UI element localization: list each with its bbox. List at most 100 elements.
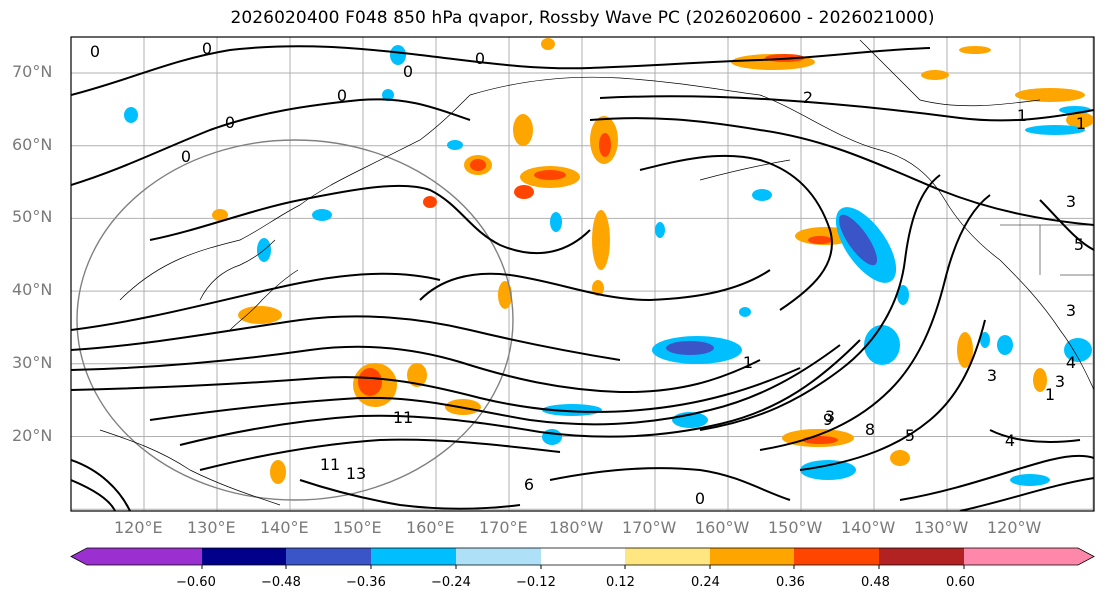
lon-label: 130°W <box>914 518 969 537</box>
anomaly-blob <box>513 114 533 146</box>
anomaly-blob <box>1066 112 1094 128</box>
map-frame <box>70 36 1095 512</box>
contour-label: 1 <box>743 353 753 372</box>
colorbar-tick-label: −0.60 <box>176 575 216 590</box>
lon-label: 150°W <box>768 518 823 537</box>
anomaly-blob <box>800 460 856 480</box>
contour-label: 0 <box>202 39 212 58</box>
colorbar <box>70 547 1095 569</box>
anomaly-blob <box>550 212 562 232</box>
anomaly-blob <box>666 341 714 355</box>
lon-label: 160°W <box>695 518 750 537</box>
anomaly-blob <box>752 189 772 201</box>
lon-label: 130°E <box>187 518 236 537</box>
anomaly-blob <box>541 38 555 50</box>
lat-label: 60°N <box>12 135 53 154</box>
contour-label: 0 <box>90 42 100 61</box>
contour-label: 11 <box>393 408 413 427</box>
colorbar-segment <box>964 548 1079 565</box>
colorbar-tick-label: −0.36 <box>346 575 386 590</box>
colorbar-segment <box>794 548 880 565</box>
anomaly-blob <box>921 70 949 80</box>
contour-label: 4 <box>1005 431 1015 450</box>
contour-label: 1 <box>1076 114 1086 133</box>
reference-circle <box>76 139 514 501</box>
anomaly-blob <box>212 209 228 221</box>
colorbar-segment <box>456 548 542 565</box>
contour-label: 1 <box>1045 385 1055 404</box>
lon-label: 140°W <box>841 518 896 537</box>
anomaly-blob <box>1033 368 1047 392</box>
colorbar-segment <box>286 548 372 565</box>
contour-label: 11 <box>320 455 340 474</box>
contour-lines <box>71 45 1094 511</box>
anomaly-blob <box>1015 88 1085 102</box>
anomaly-blob <box>542 429 562 445</box>
contour-label: 3 <box>825 407 835 426</box>
contour-label: 0 <box>337 86 347 105</box>
colorbar-tick-label: −0.24 <box>431 575 471 590</box>
lat-label: 20°N <box>12 426 53 445</box>
contour-label: 3 <box>987 366 997 385</box>
colorbar-tick-label: 0.60 <box>946 575 975 590</box>
contour-label: 5 <box>905 426 915 445</box>
anomaly-blob <box>514 185 534 199</box>
colorbar-segment <box>202 548 287 565</box>
colorbar-segment <box>87 548 203 565</box>
anomaly-blob <box>1064 338 1092 362</box>
figure-title: 2026020400 F048 850 hPa qvapor, Rossby W… <box>230 8 935 28</box>
anomaly-blob <box>407 363 427 387</box>
anomaly-blob <box>358 368 382 396</box>
anomaly-blob <box>270 460 286 484</box>
lon-label: 170°W <box>622 518 677 537</box>
anomaly-blob <box>1025 125 1085 135</box>
contour-label: 0 <box>695 489 705 508</box>
anomaly-blob <box>423 196 437 208</box>
contour-label: 2 <box>803 88 813 107</box>
anomaly-blob <box>897 285 909 305</box>
contour-label: 5 <box>1074 235 1084 254</box>
anomaly-blob <box>592 280 604 296</box>
colorbar-segment <box>371 548 457 565</box>
coastlines <box>99 39 1094 506</box>
colorbar-segment <box>625 548 711 565</box>
lon-label: 180°W <box>549 518 604 537</box>
colorbar-tick-label: −0.12 <box>516 575 556 590</box>
contour-label: 0 <box>475 49 485 68</box>
anomaly-blob <box>655 222 665 238</box>
contour-label: 0 <box>225 113 235 132</box>
contour-label: 6 <box>524 475 534 494</box>
colorbar-extend-low <box>71 548 88 565</box>
anomaly-blob <box>957 332 973 368</box>
anomaly-blob <box>447 140 463 150</box>
anomaly-blob <box>599 133 611 157</box>
colorbar-segment <box>710 548 795 565</box>
anomaly-blob <box>390 45 406 65</box>
contour-label: 13 <box>346 464 366 483</box>
colorbar-segment <box>879 548 965 565</box>
anomaly-blob <box>864 325 900 365</box>
anomaly-blob <box>838 214 878 266</box>
anomaly-blob <box>739 307 751 317</box>
lat-label: 30°N <box>12 353 53 372</box>
lon-label: 170°E <box>479 518 528 537</box>
anomaly-blob <box>238 306 282 324</box>
anomaly-blob <box>997 335 1013 355</box>
anomaly-blob <box>124 107 138 123</box>
anomaly-blob <box>808 236 832 244</box>
colorbar-tick-label: −0.48 <box>261 575 301 590</box>
contour-label: 3 <box>1066 192 1076 211</box>
anomaly-blob <box>312 209 332 221</box>
lat-label: 70°N <box>12 62 53 81</box>
lat-label: 50°N <box>12 207 53 226</box>
colorbar-extend-high <box>1077 548 1094 565</box>
contour-label: 4 <box>1066 353 1076 372</box>
contour-label: 0 <box>403 62 413 81</box>
borders <box>1000 224 1094 276</box>
contour-label: 8 <box>865 420 875 439</box>
anomaly-blob <box>470 159 486 171</box>
anomaly-blob <box>542 404 602 416</box>
anomaly-blob <box>980 332 990 348</box>
